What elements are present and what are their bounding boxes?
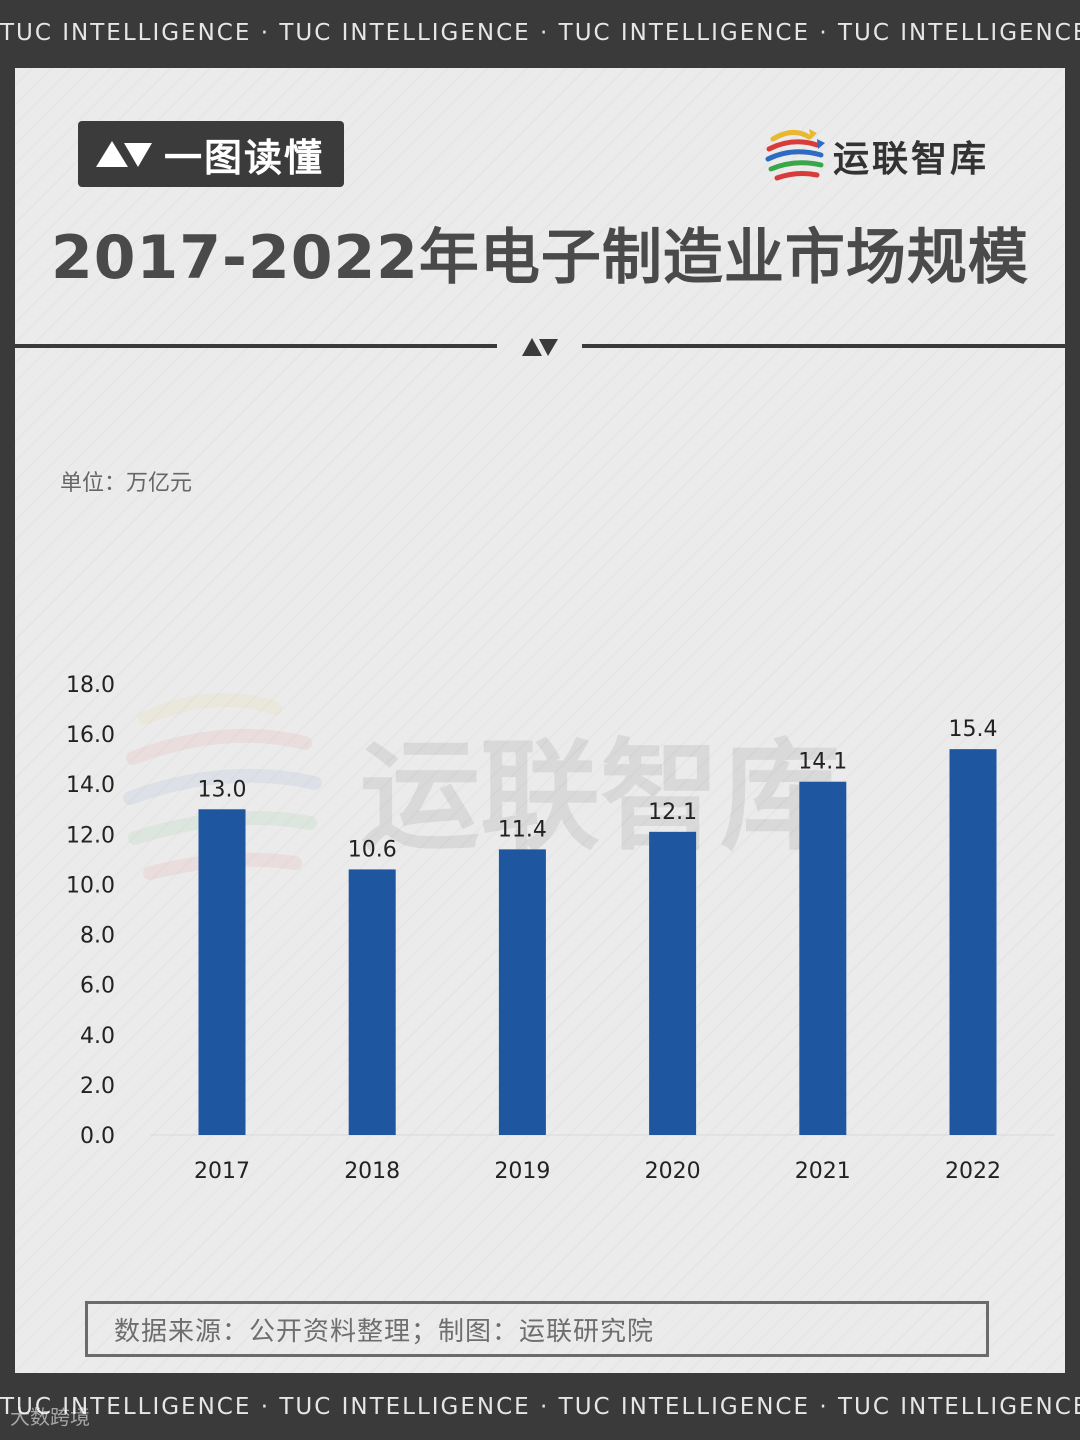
divider-right [582,344,1065,348]
x-tick-label: 2018 [344,1159,400,1184]
x-tick-label: 2019 [494,1159,550,1184]
brand-name: 运联智库 [833,139,990,180]
y-tick-label: 16.0 [66,723,115,748]
source-note: 数据来源：公开资料整理；制图：运联研究院 [114,1316,655,1347]
x-tick-label: 2020 [645,1159,701,1184]
y-tick-label: 0.0 [80,1124,115,1149]
y-tick-label: 6.0 [80,974,115,999]
brand-logo: 运联智库 [765,123,989,189]
bar-2018 [348,869,396,1135]
bar-2020 [649,831,697,1135]
y-tick-label: 18.0 [66,673,115,698]
brand-globe-icon [765,129,825,181]
bar-value-label: 14.1 [798,750,847,775]
divider-triangle-icon [522,338,558,356]
bar-2017 [198,809,246,1135]
bar-value-label: 10.6 [348,837,397,862]
infographic-panel: 一图读懂 运联智库 2017-2022年电子制造业市场规模 单位：万亿元 运联智… [15,68,1065,1373]
bar-value-label: 13.0 [198,777,247,802]
infographic-badge: 一图读懂 [78,121,344,187]
bar-2021 [799,781,847,1135]
x-tick-label: 2017 [194,1159,250,1184]
bar-2022 [949,749,997,1135]
bar-2019 [498,849,546,1135]
y-tick-label: 8.0 [80,924,115,949]
bar-value-label: 12.1 [648,800,697,825]
bottom-ticker-banner: TUC INTELLIGENCE · TUC INTELLIGENCE · TU… [0,1394,1080,1420]
y-tick-label: 4.0 [80,1024,115,1049]
bar-chart: 运联智库 0.0 2.0 4.0 6.0 8.0 10.0 12.0 14.0 16.0 18.0… [66,673,1055,1184]
chart-title: 2017-2022年电子制造业市场规模 [51,223,1029,293]
bar-value-label: 15.4 [949,717,998,742]
unit-label: 单位：万亿元 [60,471,193,496]
badge-label: 一图读懂 [164,135,325,180]
source-note-box: 数据来源：公开资料整理；制图：运联研究院 [85,1301,989,1357]
x-tick-label: 2022 [945,1159,1001,1184]
bar-value-label: 11.4 [498,817,547,842]
top-ticker-banner: TUC INTELLIGENCE · TUC INTELLIGENCE · TU… [0,20,1080,46]
y-tick-label: 10.0 [66,873,115,898]
chart-watermark-text: 运联智库 [360,728,840,867]
divider-left [15,344,497,348]
y-tick-label: 12.0 [66,823,115,848]
x-tick-label: 2021 [795,1159,851,1184]
y-tick-label: 14.0 [66,773,115,798]
triangle-logo-icon [96,141,152,167]
y-tick-label: 2.0 [80,1074,115,1099]
corner-watermark: 大数跨境 [10,1405,90,1429]
